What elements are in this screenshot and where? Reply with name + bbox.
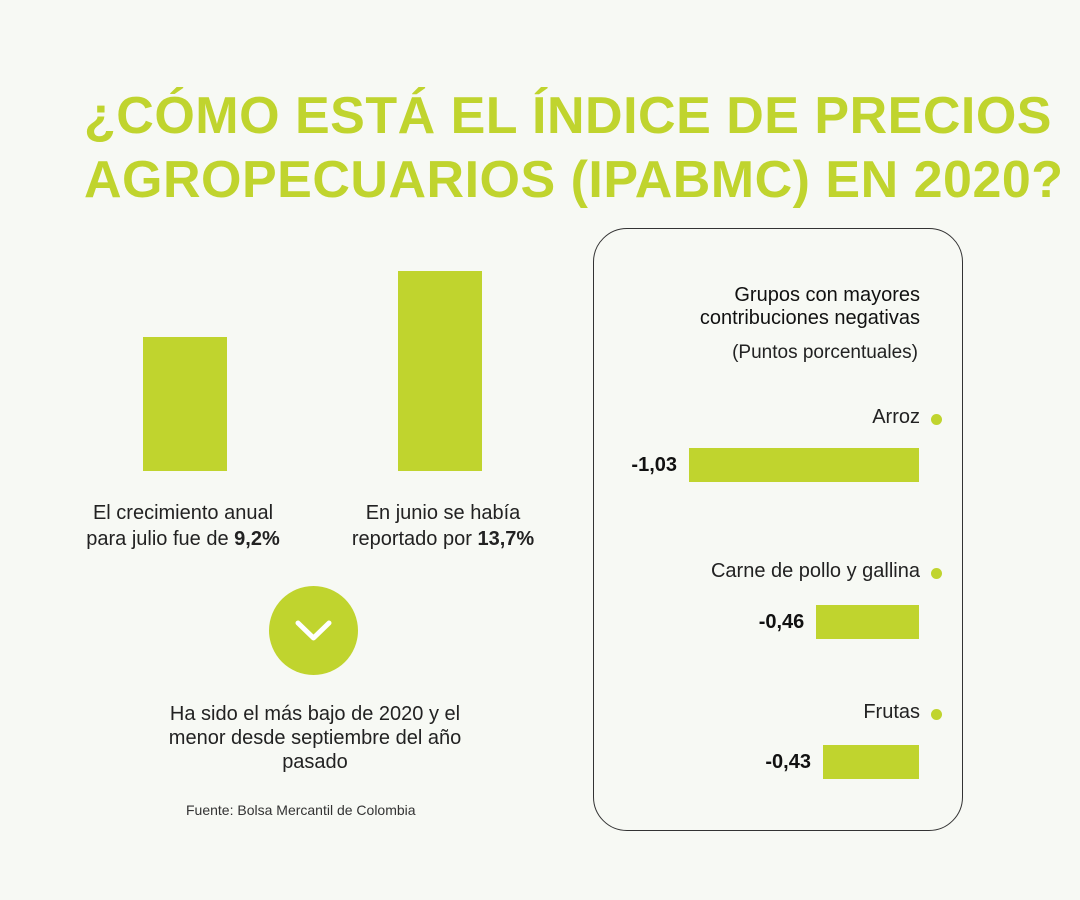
growth-caption-july-line2: para julio fue de 9,2% <box>70 526 296 552</box>
contribution-bar <box>816 605 919 639</box>
title-line-1: ¿CÓMO ESTÁ EL ÍNDICE DE PRECIOS <box>84 87 1052 145</box>
bullet-dot-icon <box>931 709 942 720</box>
contribution-value-label: -0,43 <box>765 751 811 773</box>
bullet-dot-icon <box>931 568 942 579</box>
contribution-value-label: -1,03 <box>631 454 677 476</box>
growth-bar-june <box>398 271 482 471</box>
panel-title: Grupos con mayores contribuciones negati… <box>699 284 920 329</box>
contribution-bar <box>822 745 919 779</box>
growth-caption-june-prefix: reportado por <box>351 528 478 550</box>
growth-caption-june: En junio se había reportado por 13,7% <box>330 500 556 552</box>
growth-caption-july-line1: El crecimiento anual <box>92 502 274 524</box>
page-title: ¿CÓMO ESTÁ EL ÍNDICE DE PRECIOS AGROPECU… <box>84 84 1064 212</box>
growth-caption-june-line2: reportado por 13,7% <box>330 526 556 552</box>
growth-caption-june-line1: En junio se había <box>365 502 521 524</box>
title-line-2: AGROPECUARIOS (IPABMC) EN 2020? <box>84 151 1064 209</box>
growth-bar-july <box>143 336 227 471</box>
contribution-value-label: -0,46 <box>758 611 805 633</box>
chevron-down-icon <box>295 620 332 641</box>
growth-value-june: 13,7% <box>477 528 535 550</box>
category-label: Arroz <box>872 406 920 428</box>
category-label: Frutas <box>863 701 920 723</box>
bullet-dot-icon <box>931 414 942 425</box>
decrease-indicator <box>269 586 358 675</box>
growth-caption-july: El crecimiento anual para julio fue de 9… <box>70 500 296 552</box>
growth-value-july: 9,2% <box>234 528 280 550</box>
source-note: Fuente: Bolsa Mercantil de Colombia <box>186 802 416 818</box>
category-label: Carne de pollo y gallina <box>710 560 920 582</box>
contribution-bar <box>689 448 919 482</box>
trend-note: Ha sido el más bajo de 2020 y el menor d… <box>168 703 462 773</box>
panel-unit: (Puntos porcentuales) <box>732 342 918 363</box>
growth-caption-july-prefix: para julio fue de <box>86 528 235 550</box>
contributions-panel <box>593 228 963 831</box>
